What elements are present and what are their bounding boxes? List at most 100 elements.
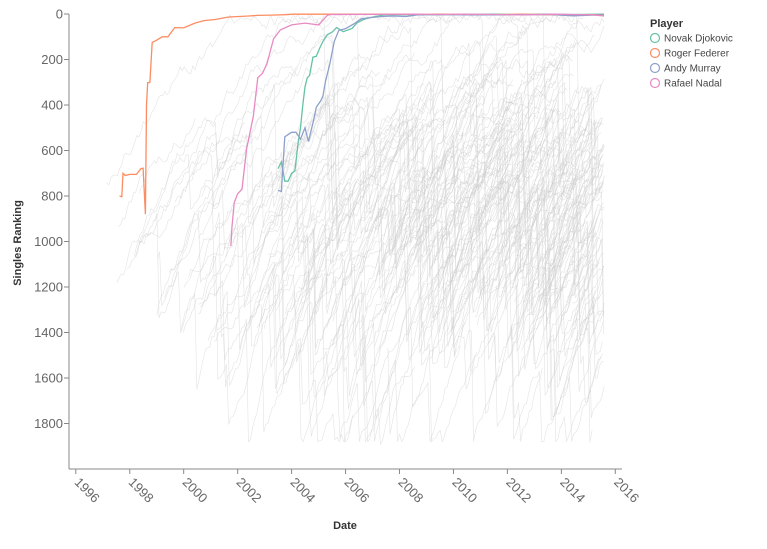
background-player-line xyxy=(545,238,605,389)
background-player-line xyxy=(343,138,593,443)
y-tick-label: 1200 xyxy=(34,280,63,295)
background-player-line xyxy=(446,262,506,373)
y-tick-label: 200 xyxy=(41,52,63,67)
legend-label: Rafael Nadal xyxy=(664,79,722,90)
background-player-line xyxy=(537,140,588,207)
x-tick-label: 2016 xyxy=(611,475,642,506)
background-player-line xyxy=(515,184,551,279)
legend-swatch xyxy=(649,32,661,44)
background-player-line xyxy=(566,202,604,298)
background-player-line xyxy=(536,211,604,337)
background-player-line xyxy=(425,98,495,235)
legend-swatch xyxy=(649,77,661,89)
background-player-line xyxy=(290,94,430,310)
background-player-line xyxy=(315,169,373,259)
background-player-line xyxy=(378,170,433,276)
background-player-line xyxy=(461,194,605,390)
background-player-line xyxy=(374,170,552,354)
legend-label: Andy Murray xyxy=(664,64,721,75)
legend-item: Andy Murray xyxy=(649,62,721,75)
background-player-line xyxy=(365,334,416,445)
y-axis-title: Singles Ranking xyxy=(12,200,24,286)
y-tick-label: 1600 xyxy=(34,371,63,386)
background-player-line xyxy=(213,83,547,314)
background-player-line xyxy=(406,14,550,177)
background-player-line xyxy=(458,221,526,427)
background-player-line xyxy=(285,13,603,315)
background-player-line xyxy=(374,214,432,347)
background-player-line xyxy=(164,67,299,298)
background-player-line xyxy=(213,69,381,342)
x-tick-label: 2010 xyxy=(449,475,480,506)
legend-label: Novak Djokovic xyxy=(664,34,733,45)
background-player-line xyxy=(486,132,591,331)
background-player-line xyxy=(576,219,605,335)
y-tick-label: 400 xyxy=(41,98,63,113)
background-player-line xyxy=(512,237,567,331)
y-tick-label: 1400 xyxy=(34,325,63,340)
background-player-line xyxy=(421,74,595,306)
background-player-line xyxy=(481,168,578,290)
background-player-line xyxy=(495,132,528,250)
background-player-line xyxy=(446,230,476,287)
x-tick-label: 2004 xyxy=(287,475,318,506)
background-player-line xyxy=(244,81,570,397)
background-player-line xyxy=(503,211,578,397)
background-player-line xyxy=(268,139,336,285)
background-player-line xyxy=(279,108,561,409)
background-player-line xyxy=(181,290,355,443)
background-player-line xyxy=(398,43,496,193)
background-player-line xyxy=(293,272,461,442)
background-player-line xyxy=(275,230,332,343)
background-player-line xyxy=(418,321,478,443)
background-player-line xyxy=(138,33,409,248)
background-player-line xyxy=(337,137,380,175)
background-player-line xyxy=(555,259,593,335)
x-tick-label: 1996 xyxy=(72,475,103,506)
background-player-line xyxy=(531,213,591,348)
background-player-line xyxy=(483,277,605,442)
background-player-line xyxy=(442,108,523,248)
background-player-line xyxy=(432,246,476,323)
background-player-line xyxy=(267,139,549,381)
x-tick-label: 2014 xyxy=(557,475,588,506)
background-player-line xyxy=(573,253,604,321)
background-player-line xyxy=(538,86,605,202)
background-player-line xyxy=(246,250,416,443)
background-player-line xyxy=(565,170,604,230)
background-player-line xyxy=(263,209,308,329)
background-player-line xyxy=(387,35,596,434)
y-tick-label: 1000 xyxy=(34,234,63,249)
y-tick-label: 1800 xyxy=(34,416,63,431)
background-player-line xyxy=(414,179,457,261)
background-player-line xyxy=(554,268,603,381)
y-tick-label: 600 xyxy=(41,143,63,158)
background-player-line xyxy=(546,335,602,443)
background-player-line xyxy=(513,176,570,247)
background-player-line xyxy=(527,242,563,316)
background-player-line xyxy=(331,144,473,397)
background-player-line xyxy=(419,40,576,279)
series-line-rafael-nadal xyxy=(230,13,605,247)
background-player-line xyxy=(415,219,455,307)
x-tick-label: 2008 xyxy=(395,475,426,506)
background-player-line xyxy=(372,228,498,365)
background-player-line xyxy=(464,329,500,442)
background-player-line xyxy=(216,42,513,330)
background-player-line xyxy=(400,95,511,232)
background-player-line xyxy=(432,225,470,307)
background-player-line xyxy=(553,222,586,294)
background-player-line xyxy=(183,172,329,309)
y-tick-label: 800 xyxy=(41,189,63,204)
background-player-line xyxy=(374,183,427,255)
background-player-line xyxy=(560,162,598,188)
background-player-line xyxy=(127,115,359,270)
background-player-line xyxy=(545,286,604,379)
background-player-line xyxy=(305,91,520,324)
background-player-line xyxy=(560,228,595,328)
background-player-line xyxy=(454,55,604,219)
background-player-line xyxy=(492,177,545,316)
background-player-line xyxy=(444,25,605,184)
background-player-line xyxy=(188,152,328,315)
